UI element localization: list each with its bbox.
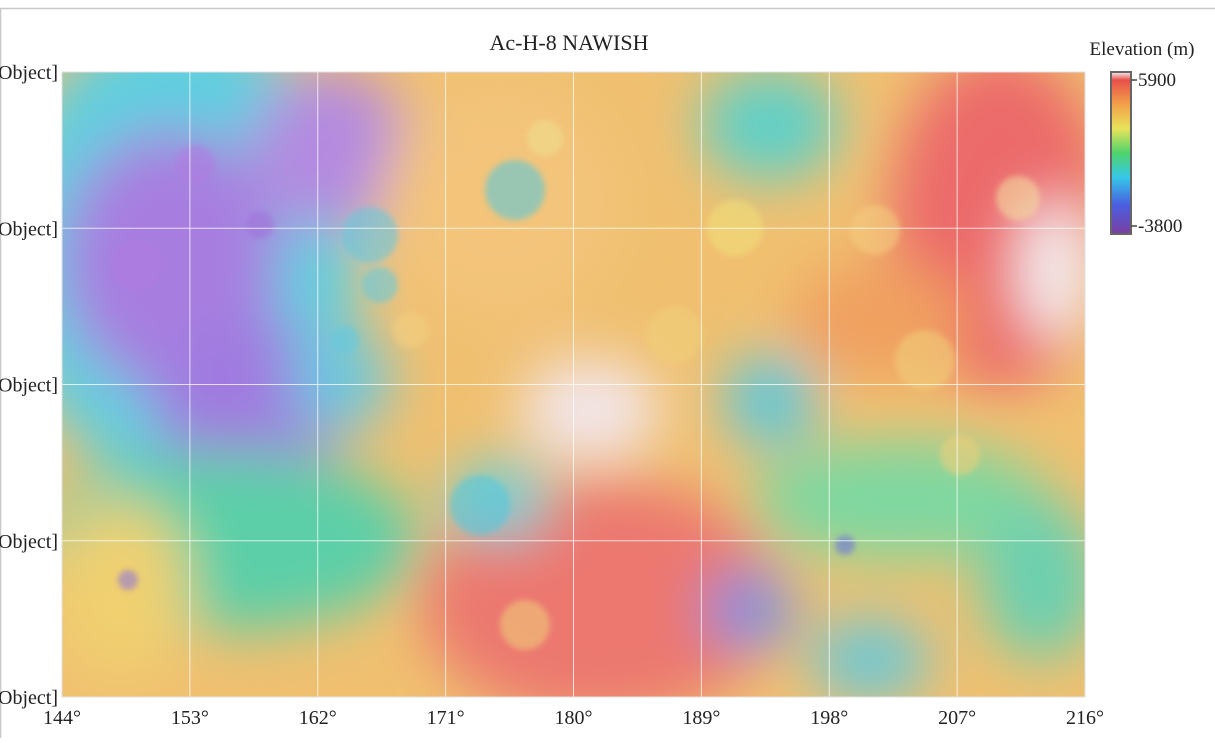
x-tick-label: 207° [938, 707, 976, 729]
x-tick-label: 144° [43, 707, 81, 729]
y-tick-label: [object Object] [0, 62, 58, 84]
y-tick-label: [object Object] [0, 531, 58, 553]
y-tick-label: [object Object] [0, 218, 58, 240]
colorbar-label: Elevation (m) [1090, 39, 1195, 60]
colorbar [1111, 72, 1131, 234]
y-tick-label: [object Object] [0, 375, 58, 397]
x-tick-label: 162° [299, 707, 337, 729]
elevation-map [0, 20, 1110, 720]
y-tick-label: [object Object] [0, 687, 58, 709]
colorbar-tick-label: -3800 [1138, 216, 1182, 237]
x-tick-label: 216° [1066, 707, 1104, 729]
x-tick-label: 153° [171, 707, 209, 729]
x-tick-label: 189° [682, 707, 720, 729]
x-tick-label: 171° [427, 707, 465, 729]
x-tick-label: 198° [810, 707, 848, 729]
map-title: Ac-H-8 NAWISH [490, 30, 649, 55]
colorbar-tick-label: 5900 [1138, 70, 1176, 91]
x-tick-label: 180° [555, 707, 593, 729]
